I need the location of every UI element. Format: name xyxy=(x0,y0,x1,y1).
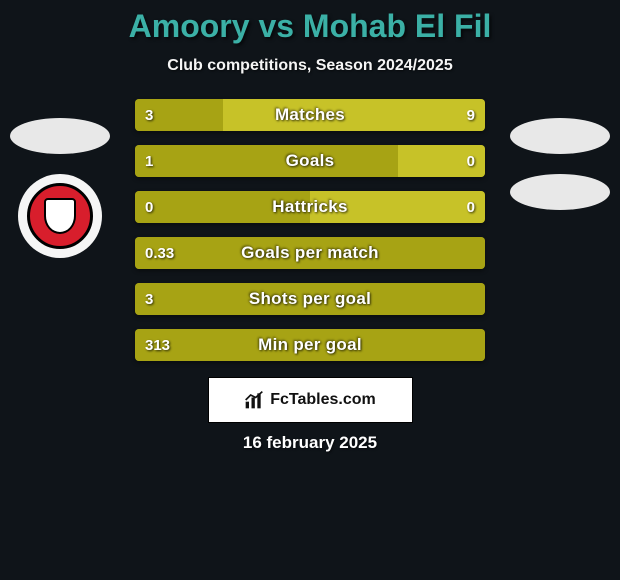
comparison-card: Amoory vs Mohab El Fil Club competitions… xyxy=(0,0,620,453)
stat-value-right: 0 xyxy=(457,145,485,177)
player-avatar-placeholder xyxy=(10,118,110,154)
stat-label: Goals xyxy=(135,145,485,177)
left-player-badges xyxy=(10,118,110,258)
stat-value-right: 0 xyxy=(457,191,485,223)
branding-badge: FcTables.com xyxy=(208,377,413,423)
date-label: 16 february 2025 xyxy=(0,433,620,453)
club-badge-inner xyxy=(27,183,93,249)
page-title: Amoory vs Mohab El Fil xyxy=(0,8,620,45)
club-badge-placeholder xyxy=(510,174,610,210)
club-badge-shield xyxy=(44,198,76,234)
stat-row: 313Min per goal xyxy=(135,329,485,361)
stat-label: Goals per match xyxy=(135,237,485,269)
stat-row: 3Matches9 xyxy=(135,99,485,131)
stat-row: 0Hattricks0 xyxy=(135,191,485,223)
stat-label: Hattricks xyxy=(135,191,485,223)
chart-icon xyxy=(244,390,264,410)
subtitle: Club competitions, Season 2024/2025 xyxy=(0,57,620,75)
stat-row: 1Goals0 xyxy=(135,145,485,177)
stat-label: Shots per goal xyxy=(135,283,485,315)
club-badge xyxy=(18,174,102,258)
stat-value-right: 9 xyxy=(457,99,485,131)
stat-row: 3Shots per goal xyxy=(135,283,485,315)
stat-label: Matches xyxy=(135,99,485,131)
stat-label: Min per goal xyxy=(135,329,485,361)
stats-list: 3Matches91Goals00Hattricks00.33Goals per… xyxy=(135,99,485,361)
right-player-badges xyxy=(510,118,610,210)
player-avatar-placeholder xyxy=(510,118,610,154)
stat-row: 0.33Goals per match xyxy=(135,237,485,269)
brand-text: FcTables.com xyxy=(270,391,376,409)
